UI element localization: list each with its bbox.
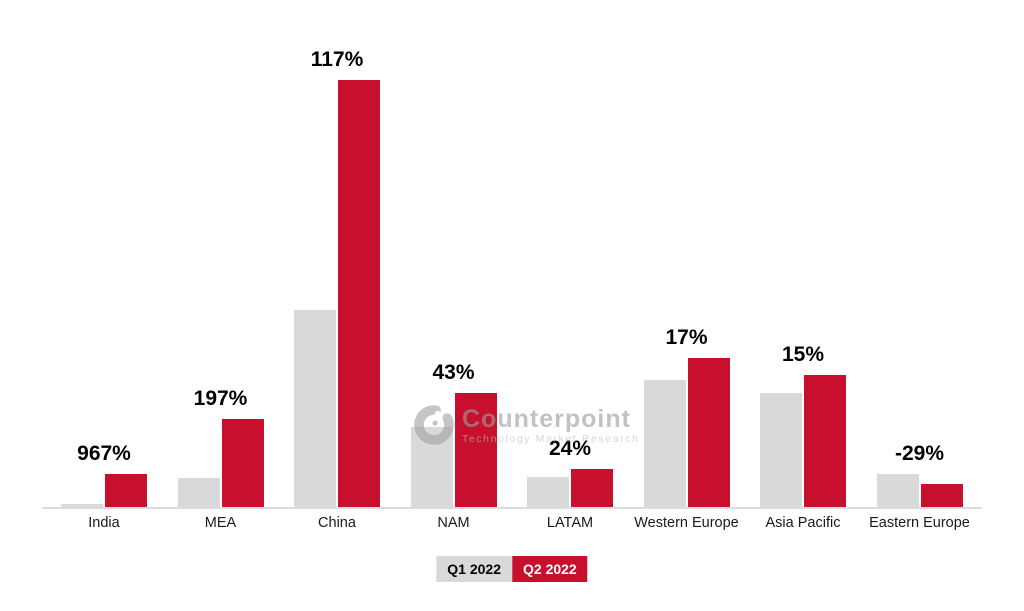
bar-q2-india: [105, 473, 147, 507]
legend: Q1 2022 Q2 2022: [436, 556, 588, 582]
bar-q1-eastern-europe: [876, 474, 919, 507]
category-label-asia-pacific: Asia Pacific: [765, 515, 841, 531]
growth-label-latam: 24%: [548, 437, 592, 461]
legend-item-q2-2022: Q2 2022: [512, 556, 588, 582]
category-label-india: India: [88, 515, 120, 531]
bar-q1-asia-pacific: [760, 392, 802, 507]
category-label-latam: LATAM: [546, 515, 594, 531]
bar-q2-western-europe: [687, 358, 730, 507]
bar-q1-western-europe: [643, 380, 686, 507]
category-label-western-europe: Western Europe: [634, 515, 739, 531]
growth-label-eastern-europe: -29%: [894, 442, 945, 465]
category-label-nam: NAM: [437, 515, 470, 531]
growth-label-western-europe: 17%: [665, 326, 708, 350]
bar-q1-nam: [410, 427, 453, 507]
bar-q1-mea: [177, 477, 220, 507]
growth-label-china: 117%: [310, 47, 364, 71]
growth-label-nam: 43%: [432, 360, 475, 384]
bar-q1-china: [294, 310, 336, 507]
bar-q1-latam: [527, 476, 569, 507]
category-label-mea: MEA: [204, 515, 237, 531]
bar-q2-mea: [221, 419, 264, 507]
bar-q2-latam: [571, 469, 613, 507]
growth-label-mea: 197%: [193, 387, 248, 411]
bar-q2-asia-pacific: [804, 375, 846, 507]
growth-label-india: 967%: [77, 441, 131, 465]
x-axis-line: [42, 507, 982, 509]
bar-q2-nam: [454, 392, 497, 507]
bar-q1-india: [61, 503, 103, 507]
bar-q2-eastern-europe: [920, 483, 963, 507]
growth-label-asia-pacific: 15%: [781, 343, 825, 367]
category-label-eastern-europe: Eastern Europe: [869, 515, 970, 531]
category-label-china: China: [318, 515, 356, 531]
bar-q2-china: [338, 79, 380, 507]
legend-item-q1-2022: Q1 2022: [436, 556, 512, 582]
